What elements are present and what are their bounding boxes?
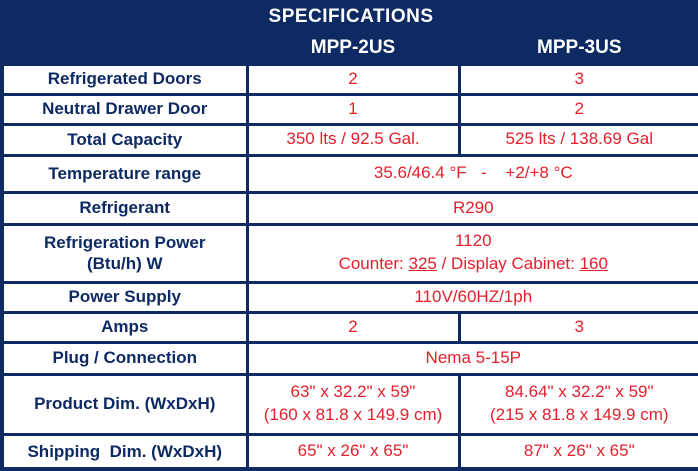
table-row: Product Dim. (WxDxH) 63" x 32.2" x 59" (…: [0, 372, 698, 436]
refrigerant-value: R290: [245, 190, 698, 226]
table-row: Refrigerated Doors 2 3: [0, 62, 698, 96]
table-row: Refrigeration Power (Btu/h) W 1120 Count…: [0, 222, 698, 284]
row-label-neutral-drawer-door: Neutral Drawer Door: [0, 92, 249, 126]
product-dim-mpp-3us-cm: (215 x 81.8 x 149.9 cm): [489, 405, 669, 424]
row-label-power-supply: Power Supply: [0, 280, 249, 314]
table-row: Refrigerant R290: [0, 190, 698, 226]
table-title: SPECIFICATIONS: [0, 0, 698, 34]
table-row: Shipping Dim. (WxDxH) 65" x 26" x 65" 87…: [0, 432, 698, 471]
shipping-dim-mpp-3us: 87" x 26" x 65": [457, 432, 698, 471]
refrigerated-doors-mpp-2us: 2: [245, 62, 461, 96]
refrigeration-power-value-line2: Counter: 325 / Display Cabinet: 160: [338, 254, 608, 273]
neutral-drawer-door-mpp-2us: 1: [245, 92, 461, 126]
column-header-row: MPP-2US MPP-3US: [0, 30, 698, 66]
row-label-refrigeration-power: Refrigeration Power (Btu/h) W: [0, 222, 249, 284]
refrigeration-power-label-line2: (Btu/h) W: [86, 254, 163, 273]
display-cabinet-btu-value: 160: [579, 254, 608, 273]
row-label-refrigerant: Refrigerant: [0, 190, 249, 226]
column-header-mpp-2us: MPP-2US: [245, 30, 461, 66]
column-header-mpp-3us: MPP-3US: [457, 30, 698, 66]
temperature-range-value: 35.6/46.4 °F - +2/+8 °C: [245, 153, 698, 194]
refrigerated-doors-mpp-3us: 3: [457, 62, 698, 96]
neutral-drawer-door-mpp-3us: 2: [457, 92, 698, 126]
total-capacity-mpp-3us: 525 lts / 138.69 Gal: [457, 122, 698, 157]
refrigeration-power-value: 1120 Counter: 325 / Display Cabinet: 160: [245, 222, 698, 284]
product-dim-mpp-2us-inches: 63" x 32.2" x 59": [290, 382, 416, 402]
row-label-total-capacity: Total Capacity: [0, 122, 249, 157]
row-label-shipping-dim: Shipping Dim. (WxDxH): [0, 432, 249, 471]
shipping-dim-mpp-2us: 65" x 26" x 65": [245, 432, 461, 471]
power-supply-value: 110V/60HZ/1ph: [245, 280, 698, 314]
counter-btu-value: 325: [408, 254, 437, 273]
refrigeration-power-value-line1: 1120: [454, 231, 492, 251]
row-label-product-dim: Product Dim. (WxDxH): [0, 372, 249, 436]
table-row: Neutral Drawer Door 1 2: [0, 92, 698, 126]
row-label-plug-connection: Plug / Connection: [0, 340, 249, 376]
product-dim-mpp-3us: 84.64" x 32.2" x 59" (215 x 81.8 x 149.9…: [457, 372, 698, 436]
table-row: Power Supply 110V/60HZ/1ph: [0, 280, 698, 314]
product-dim-mpp-2us: 63" x 32.2" x 59" (160 x 81.8 x 149.9 cm…: [245, 372, 461, 436]
refrigeration-power-label-line1: Refrigeration Power: [43, 232, 206, 252]
table-row: Total Capacity 350 lts / 92.5 Gal. 525 l…: [0, 122, 698, 157]
plug-connection-value: Nema 5-15P: [245, 340, 698, 376]
row-label-refrigerated-doors: Refrigerated Doors: [0, 62, 249, 96]
product-dim-mpp-3us-inches: 84.64" x 32.2" x 59": [504, 382, 654, 402]
row-label-amps: Amps: [0, 310, 249, 344]
row-label-temperature-range: Temperature range: [0, 153, 249, 194]
table-row: Plug / Connection Nema 5-15P: [0, 340, 698, 376]
table-row: Temperature range 35.6/46.4 °F - +2/+8 °…: [0, 153, 698, 194]
amps-mpp-2us: 2: [245, 310, 461, 344]
table-title-row: SPECIFICATIONS: [0, 0, 698, 34]
table-row: Amps 2 3: [0, 310, 698, 344]
column-header-blank: [0, 30, 249, 66]
product-dim-mpp-2us-cm: (160 x 81.8 x 149.9 cm): [263, 405, 443, 424]
total-capacity-mpp-2us: 350 lts / 92.5 Gal.: [245, 122, 461, 157]
amps-mpp-3us: 3: [457, 310, 698, 344]
